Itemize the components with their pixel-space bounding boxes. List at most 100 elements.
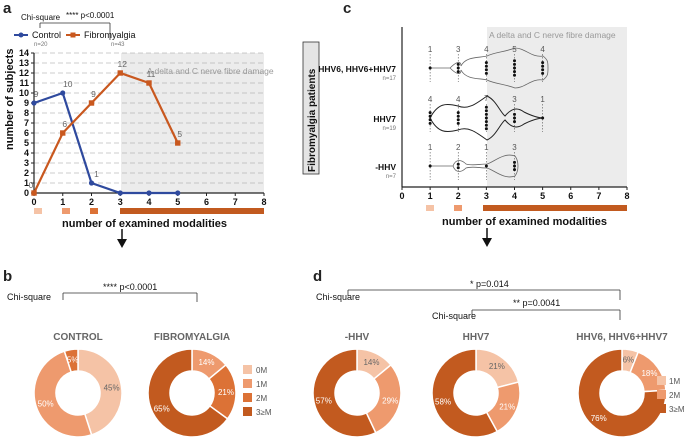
c-count-label: 7 — [484, 94, 489, 103]
d-legend-swatch — [657, 404, 666, 413]
a-data-label: 12 — [118, 59, 128, 69]
c-dot — [484, 127, 488, 131]
b-slice-label: 5% — [67, 355, 79, 364]
d-slice-label: 57% — [316, 396, 332, 405]
c-x-tick-label: 3 — [484, 191, 489, 201]
b-slice-1M — [33, 350, 93, 438]
a-x-tick-label: 7 — [233, 197, 238, 207]
c-dot — [513, 73, 516, 77]
b-donut-title: FIBROMYALGIA — [154, 332, 230, 343]
b-legend-label: 3≥M — [256, 408, 272, 417]
c-dot — [513, 120, 516, 124]
a-legend: Control n=20 Fibromyalgia n=43 — [14, 30, 136, 48]
d-slice-label: 21% — [499, 403, 515, 412]
c-dot — [484, 120, 488, 124]
c-count-label: 1 — [428, 45, 433, 54]
a-point-fibromyalgia — [175, 140, 181, 146]
d-legend-label: 2M — [669, 391, 680, 400]
legend-control-label: Control — [32, 30, 61, 40]
c-dot — [456, 166, 460, 170]
c-count-label: 4 — [484, 45, 489, 54]
a-x-tick-label: 6 — [204, 197, 209, 207]
a-y-tick-label: 8 — [24, 108, 29, 118]
a-point-fibromyalgia — [31, 190, 37, 196]
a-chi-label: Chi-square — [21, 13, 61, 22]
a-y-tick-label: 5 — [24, 138, 29, 148]
c-modality-3plus-bar — [483, 205, 627, 211]
d-slice-3≥M — [577, 348, 667, 438]
c-violin-nohhv — [430, 154, 519, 178]
a-data-label: 1 — [94, 169, 99, 179]
c-dot — [513, 160, 516, 164]
d-slice-label: 29% — [382, 396, 398, 405]
b-slice-label: 14% — [198, 358, 214, 367]
b-legend-swatch — [243, 379, 252, 388]
d-slice-3≥M — [312, 348, 377, 438]
c-count-label: 3 — [512, 143, 517, 152]
a-y-tick-label: 7 — [24, 118, 29, 128]
a-x-tick-label: 3 — [118, 197, 123, 207]
c-dot — [484, 71, 488, 75]
c-dot — [484, 61, 488, 65]
b-slice-label: 45% — [104, 384, 120, 393]
c-dot — [513, 168, 516, 172]
d-slice-label: 6% — [623, 356, 635, 365]
d-slice-label: 21% — [489, 362, 505, 371]
c-dot — [484, 109, 488, 113]
d-sig-text-2: ** p=0.0041 — [513, 298, 560, 308]
b-donut-0: CONTROL 45% 50% 5% — [33, 332, 123, 438]
a-y-tick-label: 6 — [24, 128, 29, 138]
d-slice-label: 58% — [435, 397, 451, 406]
b-donut-1: FIBROMYALGIA 14% 21% 65% — [147, 332, 237, 438]
c-group-2-n: n=7 — [386, 174, 397, 180]
c-dot — [541, 61, 545, 65]
legend-fm-label: Fibromyalgia — [84, 30, 136, 40]
c-ylabel-box — [302, 41, 320, 175]
c-dot — [428, 164, 432, 168]
d-donut-2: HHV6, HHV6+HHV7 6% 18% 76% — [576, 332, 668, 438]
a-series-line-control — [33, 91, 178, 195]
c-count-label: 3 — [456, 45, 461, 54]
a-point-fibromyalgia — [117, 70, 123, 76]
c-group-1-n: n=19 — [382, 126, 396, 132]
b-slice-3≥M — [147, 348, 229, 438]
c-dot — [428, 111, 432, 115]
d-legend-label: 1M — [669, 377, 680, 386]
a-y-tick-label: 2 — [24, 168, 29, 178]
c-dot — [456, 162, 460, 166]
a-damage-label: A delta and C nerve fibre damage — [147, 66, 274, 76]
a-sig-text: **** p<0.0001 — [66, 11, 115, 20]
d-donut-title: -HHV — [345, 332, 370, 343]
a-point-fibromyalgia — [60, 130, 66, 136]
b-slice-2M — [63, 348, 79, 374]
c-y-axis-label: Fibromyalgia patients — [307, 68, 318, 172]
c-dots — [428, 54, 545, 180]
c-dot — [456, 118, 460, 122]
a-y-tick-label: 11 — [19, 78, 29, 88]
c-dot — [541, 68, 545, 72]
c-dot — [456, 70, 460, 74]
d-chi-label-1: Chi-square — [316, 292, 360, 302]
d-donut-title: HHV7 — [463, 332, 490, 343]
a-modality-3plus-bar — [120, 208, 264, 214]
panel-a: Chi-square **** p<0.0001 Control n=20 Fi… — [4, 11, 274, 248]
c-dot — [456, 111, 460, 115]
c-dot — [513, 59, 516, 63]
b-sig-text: **** p<0.0001 — [103, 282, 157, 292]
c-dot — [513, 164, 516, 168]
a-data-label: 9 — [91, 89, 96, 99]
b-slice-0M — [77, 348, 123, 436]
c-dot — [428, 118, 432, 122]
c-dot — [456, 114, 460, 118]
c-group-1-name: HHV7 — [373, 114, 396, 124]
b-slice-label: 65% — [154, 404, 170, 413]
c-dot — [456, 121, 460, 125]
legend-control-n: n=20 — [34, 42, 48, 48]
c-damage-label: A delta and C nerve fibre damage — [489, 30, 616, 40]
a-point-control — [117, 190, 123, 196]
c-group-0-n: n=17 — [382, 76, 396, 82]
a-y-tick-label: 10 — [19, 88, 29, 98]
b-legend-swatch — [243, 393, 252, 402]
c-dot — [513, 70, 516, 74]
a-x-axis-label: number of examined modalities — [62, 218, 227, 230]
